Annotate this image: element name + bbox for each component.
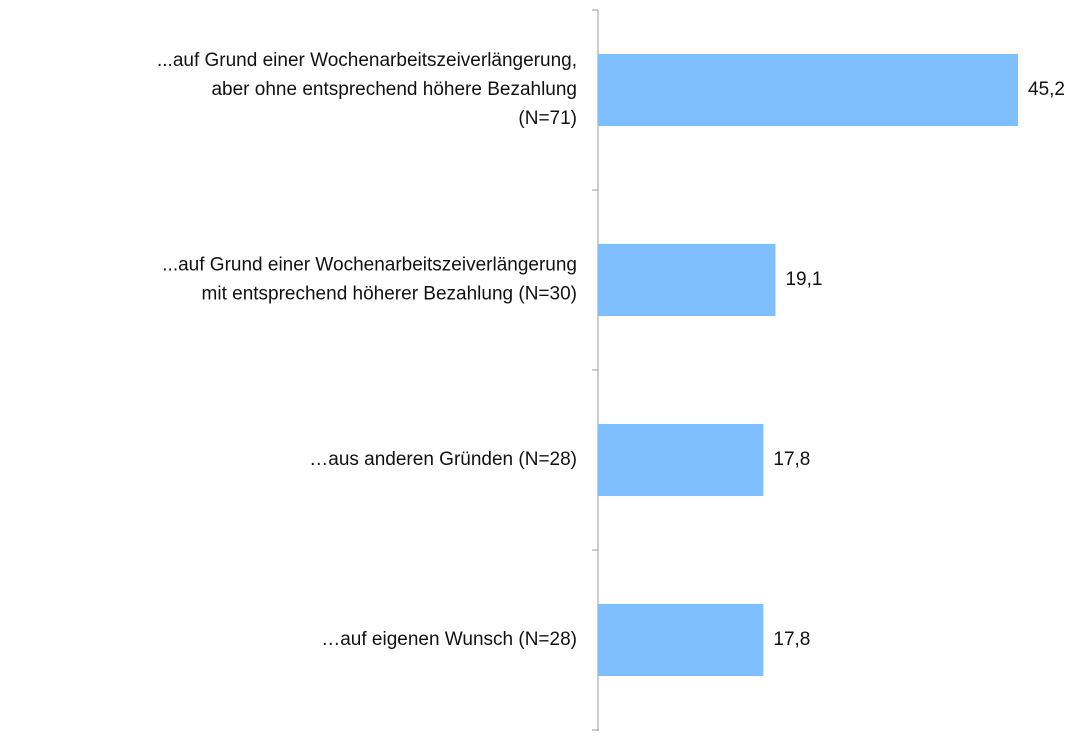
value-label: 45,2 [1028, 79, 1065, 100]
bar [598, 604, 764, 676]
category-label: (N=71) [518, 108, 577, 129]
category-label: ...auf Grund einer Wochenarbeitszeiverlä… [157, 50, 577, 71]
category-label: mit entsprechend höherer Bezahlung (N=30… [202, 284, 577, 305]
bar [598, 54, 1018, 126]
value-label: 17,8 [773, 629, 810, 650]
category-label: …aus anderen Gründen (N=28) [309, 449, 577, 470]
bar [598, 424, 764, 496]
bar [598, 244, 776, 316]
value-label: 17,8 [773, 449, 810, 470]
category-label: …auf eigenen Wunsch (N=28) [321, 629, 577, 650]
category-label: ...auf Grund einer Wochenarbeitszeiverlä… [162, 255, 577, 276]
category-label: aber ohne entsprechend höhere Bezahlung [211, 79, 577, 100]
value-label: 19,1 [785, 269, 822, 290]
